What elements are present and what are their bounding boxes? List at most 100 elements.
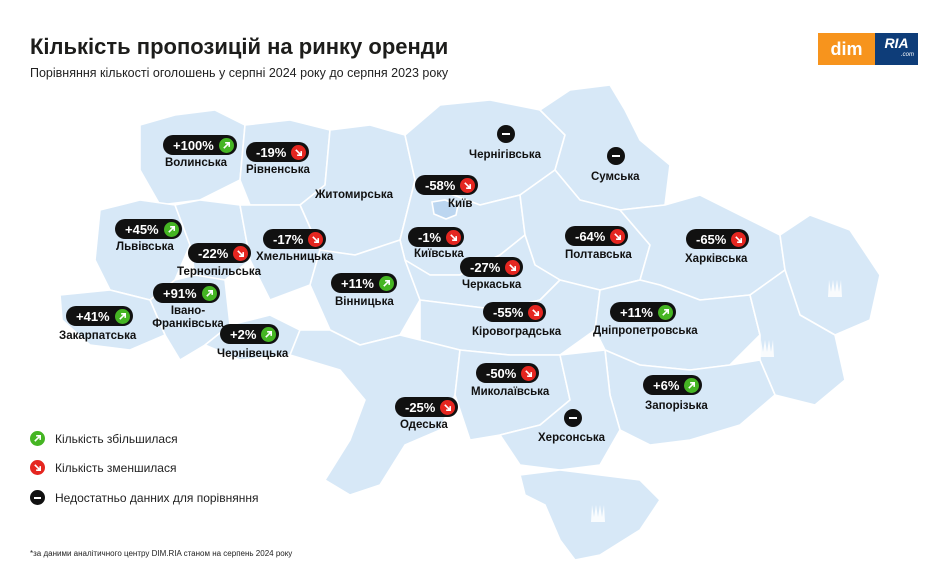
no-data-marker-sumska [607,147,625,165]
region-label-lvivska: Львівська [116,241,174,253]
arrow-down-icon [528,304,544,320]
trident-icon-luhansk [828,280,842,297]
arrow-down-icon [505,259,521,275]
arrow-up-icon [261,326,277,342]
legend-label: Недостатньо данних для порівняння [55,490,259,505]
value-text: -1% [418,229,442,245]
value-text: -17% [273,231,304,247]
arrow-down-icon [308,231,324,247]
value-text: +11% [341,275,374,291]
value-text: +45% [125,221,159,237]
region-label-odeska: Одеська [400,419,448,431]
arrow-up-icon [30,431,45,446]
value-pill-cherkaska[interactable]: -27% [460,257,524,277]
region-label-kyivska: Київська [414,248,464,260]
value-text: -22% [198,245,229,261]
region-label-volynska: Волинська [165,157,227,169]
value-text: -50% [486,365,517,381]
legend-item-increase: Кількість збільшилася [30,431,178,446]
value-text: -19% [256,144,287,160]
arrow-up-icon [218,137,234,153]
value-pill-odeska[interactable]: -25% [395,397,459,417]
region-label-poltavska: Полтавська [565,249,632,261]
region-label-kyiv: Київ [448,198,473,210]
value-pill-vinnytska[interactable]: +11% [331,273,397,293]
region-label-vinnytska: Вінницька [335,296,394,308]
legend-label: Кількість зменшилася [55,460,177,475]
logo-ria: RIA .com [875,33,918,65]
region-shape-sumska[interactable] [539,84,671,211]
value-pill-kharkivska[interactable]: -65% [686,229,750,249]
value-pill-chernivetska[interactable]: +2% [220,324,280,344]
value-text: -64% [575,228,606,244]
region-label-rivnenska: Рівненська [246,164,310,176]
value-pill-lvivska[interactable]: +45% [115,219,182,239]
arrow-down-icon [610,228,626,244]
value-text: -58% [425,177,456,193]
value-pill-kyivska[interactable]: -1% [408,227,465,247]
legend-item-decrease: Кількість зменшилася [30,460,176,475]
value-pill-mykolaivska[interactable]: -50% [476,363,540,383]
no-data-marker-khersonska [564,409,582,427]
value-pill-dnipropetrovska[interactable]: +11% [610,302,676,322]
region-label-cherkaska: Черкаська [462,279,522,291]
region-label-mykolaivska: Миколаївська [471,386,550,398]
arrow-down-icon [446,229,462,245]
value-pill-zaporizka[interactable]: +6% [643,375,703,395]
value-pill-ternopilska[interactable]: -22% [188,243,252,263]
trident-icon-crimea [591,505,605,522]
region-shape-donetska[interactable] [749,269,846,406]
arrow-down-icon [521,365,537,381]
value-pill-poltavska[interactable]: -64% [565,226,629,246]
legend-label: Кількість збільшилася [55,431,178,446]
arrow-up-icon [378,275,394,291]
value-text: -25% [405,399,436,415]
arrow-down-icon [291,144,307,160]
value-pill-volynska[interactable]: +100% [163,135,237,155]
region-label-zaporizka: Запорізька [645,400,708,412]
arrow-up-icon [114,308,130,324]
value-text: +91% [163,285,197,301]
page-title: Кількість пропозицій на ринку оренди [30,34,449,59]
region-shape-khersonska[interactable] [499,349,621,471]
legend-item-no-data: Недостатньо данних для порівняння [30,490,258,505]
dim-ria-logo[interactable]: dim RIA .com [818,33,918,65]
value-pill-rivnenska[interactable]: -19% [246,142,310,162]
no-data-icon [30,490,45,505]
value-pill-kirovohradska[interactable]: -55% [483,302,547,322]
arrow-up-icon [163,221,179,237]
region-label-dnipropetrovska: Дніпропетровська [593,325,698,337]
region-label-zakarpatska: Закарпатська [59,330,137,342]
arrow-down-icon [233,245,249,261]
region-label-kirovohradska: Кіровоградська [472,326,562,338]
value-text: -65% [696,231,727,247]
value-text: +11% [620,304,653,320]
value-pill-khmelnytska[interactable]: -17% [263,229,327,249]
trident-icon-donetsk [760,340,774,357]
region-label-kharkivska: Харківська [685,253,748,265]
value-text: -55% [493,304,524,320]
region-label-khersonska: Херсонська [538,432,606,444]
kyiv-city-outline [431,199,459,220]
arrow-down-icon [731,231,747,247]
arrow-up-icon [657,304,673,320]
region-label-ivano-frankivska: Івано- Франківська [152,305,224,330]
region-label-khmelnytska: Хмельницька [256,251,334,263]
region-shape-crimea[interactable] [519,469,661,561]
value-pill-zakarpatska[interactable]: +41% [66,306,133,326]
value-pill-ivano-frankivska[interactable]: +91% [153,283,220,303]
footnote: *за даними аналітичного центру DIM.RIA с… [30,549,293,558]
region-label-chernivetska: Чернівецька [217,348,289,360]
logo-ria-text: RIA [884,35,909,51]
arrow-up-icon [201,285,217,301]
value-text: -27% [470,259,501,275]
value-text: +6% [653,377,680,393]
value-pill-kyiv[interactable]: -58% [415,175,479,195]
no-data-marker-chernihivska [497,125,515,143]
arrow-down-icon [30,460,45,475]
region-label-ternopilska: Тернопільська [177,266,261,278]
logo-dim: dim [818,33,875,65]
region-shape-odeska[interactable] [289,329,461,496]
region-label-chernihivska: Чернігівська [469,149,542,161]
page-subtitle: Порівняння кількості оголошень у серпні … [30,66,449,80]
